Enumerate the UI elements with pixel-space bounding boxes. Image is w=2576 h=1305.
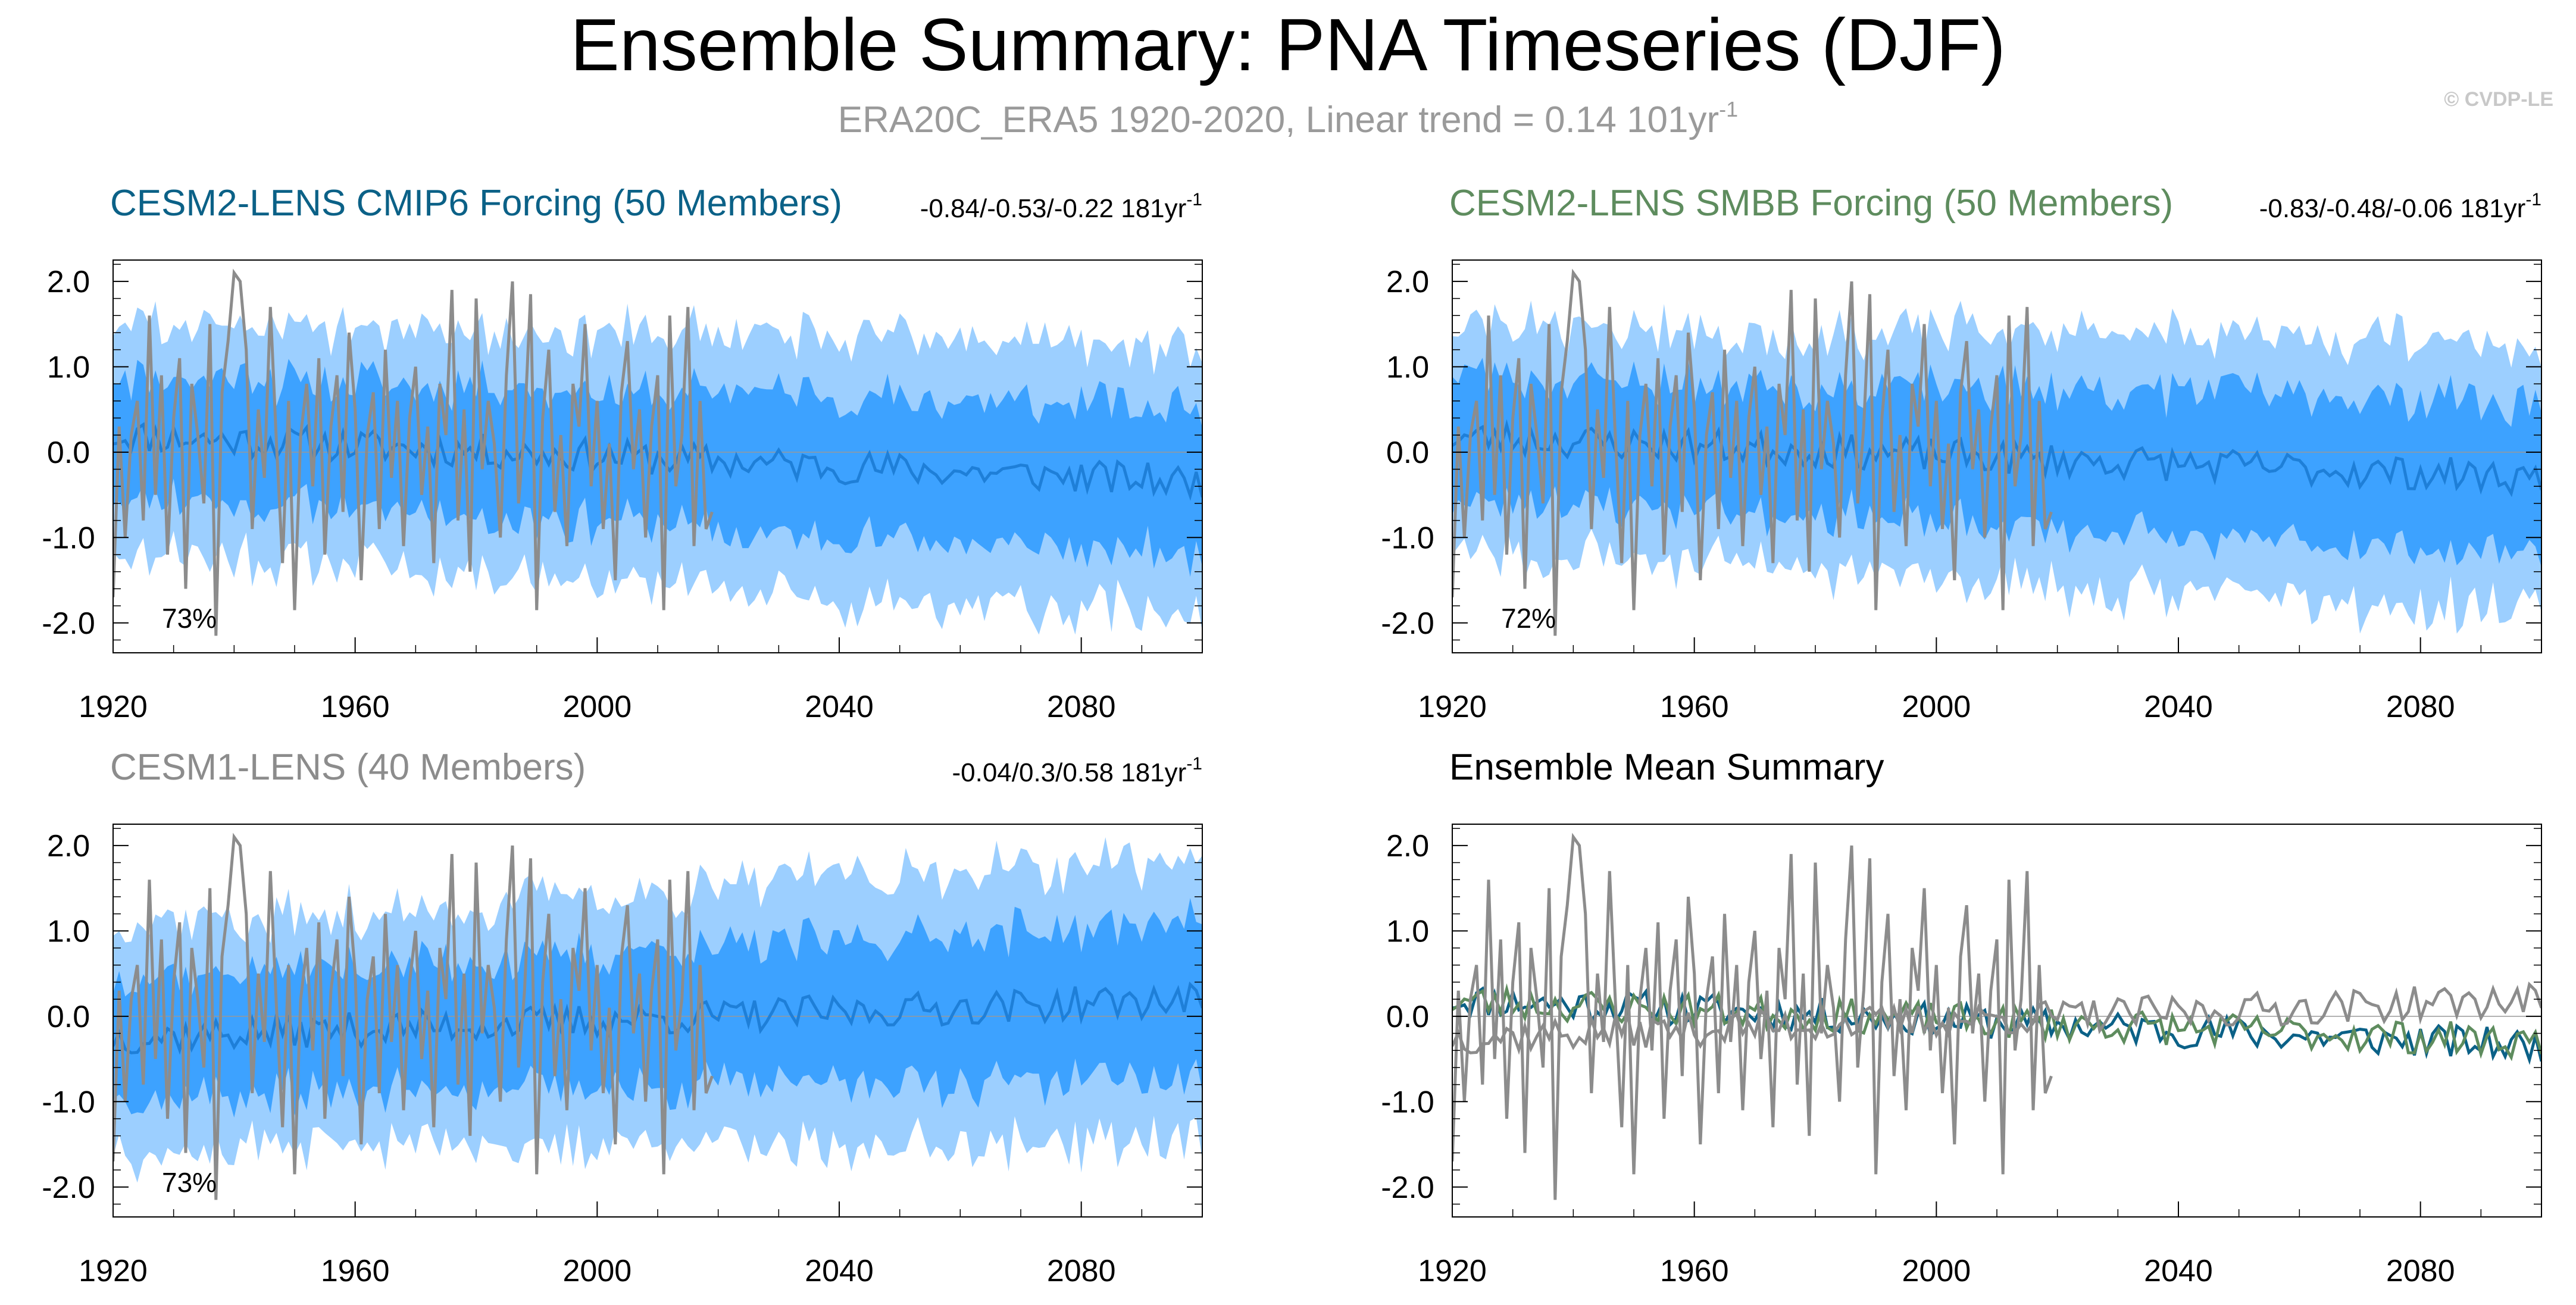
- y-tick-label: 0.0: [47, 436, 90, 470]
- x-tick-label: 2080: [2386, 690, 2455, 724]
- observations-line: [1452, 268, 2053, 636]
- y-tick-label: 2.0: [1386, 265, 1429, 299]
- panel-title: CESM1-LENS (40 Members): [110, 747, 586, 788]
- x-tick-label: 2080: [1047, 1254, 1116, 1288]
- y-tick-label: -2.0: [42, 606, 95, 641]
- chart-panel-top-right: CESM2-LENS SMBB Forcing (50 Members) -0.8…: [1381, 183, 2542, 724]
- y-tick-label: 0.0: [1386, 436, 1429, 470]
- panel-title: Ensemble Mean Summary: [1449, 747, 1884, 788]
- y-tick-label: 1.0: [47, 914, 90, 949]
- chart-panel-bottom-right: Ensemble Mean Summary 2.0 1.0 0.0 -1.0 -2.0 19…: [1381, 747, 2542, 1288]
- y-tick-label: -1.0: [42, 521, 95, 555]
- y-tick-label: 1.0: [1386, 350, 1429, 384]
- y-tick-label: 1.0: [1386, 914, 1429, 949]
- x-tick-label: 1920: [1418, 1254, 1487, 1288]
- percent-label: 72%: [1501, 603, 1556, 634]
- y-tick-label: -2.0: [1381, 1171, 1434, 1205]
- x-tick-label: 2040: [2144, 690, 2213, 724]
- y-tick-label: 2.0: [47, 265, 90, 299]
- figure-subtitle: ERA20C_ERA5 1920-2020, Linear trend = 0.…: [838, 97, 1738, 140]
- plot-area: [113, 268, 1202, 636]
- x-tick-label: 1960: [1660, 690, 1729, 724]
- x-tick-label: 2000: [562, 1254, 632, 1288]
- observations-line: [113, 268, 714, 636]
- subtitle-text: ERA20C_ERA5 1920-2020, Linear trend = 0.…: [838, 99, 1719, 140]
- y-tick-label: -1.0: [1381, 521, 1434, 555]
- y-tick-label: 2.0: [1386, 829, 1429, 863]
- inner-range-band: [1452, 358, 2541, 568]
- inner-range-band: [113, 898, 1202, 1118]
- series-line-cesm2-lens-smbb-ens-mean: [1452, 983, 2541, 1062]
- x-tick-label: 1960: [321, 690, 390, 724]
- trend-value: -0.04/0.3/0.58 181yr: [952, 758, 1186, 787]
- panel-trend-text: -0.84/-0.53/-0.22 181yr-1: [920, 190, 1202, 223]
- percent-label: 73%: [162, 1167, 217, 1198]
- cvdp-credit: © CVDP-LE: [2444, 88, 2553, 111]
- plot-area: [1452, 268, 2541, 636]
- inner-range-band: [113, 359, 1202, 577]
- chart-panel-top-left: CESM2-LENS CMIP6 Forcing (50 Members) -0.…: [42, 183, 1203, 724]
- y-tick-label: 0.0: [47, 1000, 90, 1034]
- y-tick-label: 0.0: [1386, 1000, 1429, 1034]
- x-tick-label: 2040: [805, 1254, 874, 1288]
- series-line-cesm1-lens-ens-mean: [1452, 981, 2541, 1055]
- panel-title: CESM2-LENS SMBB Forcing (50 Members): [1449, 183, 2173, 224]
- y-tick-label: 1.0: [47, 350, 90, 384]
- x-tick-label: 2080: [2386, 1254, 2455, 1288]
- x-tick-label: 1920: [79, 690, 148, 724]
- trend-exponent: -1: [2525, 190, 2541, 209]
- x-tick-label: 1960: [1660, 1254, 1729, 1288]
- x-tick-label: 2000: [562, 690, 632, 724]
- x-tick-label: 1920: [1418, 690, 1487, 724]
- x-tick-label: 1920: [79, 1254, 148, 1288]
- ensemble-mean-line: [1452, 419, 2541, 497]
- panel-trend-text: -0.83/-0.48/-0.06 181yr-1: [2259, 190, 2541, 223]
- chart-panel-bottom-left: CESM1-LENS (40 Members) -0.04/0.3/0.58 18…: [42, 747, 1203, 1288]
- y-tick-label: 2.0: [47, 829, 90, 863]
- x-tick-label: 2000: [1902, 690, 1971, 724]
- trend-exponent: -1: [1186, 754, 1202, 774]
- observations-line: [113, 833, 714, 1200]
- plot-area: [113, 833, 1202, 1200]
- panel-trend-text: -0.04/0.3/0.58 181yr-1: [952, 754, 1202, 787]
- figure-title: Ensemble Summary: PNA Timeseries (DJF): [570, 4, 2006, 86]
- ensemble-mean-line: [113, 422, 1202, 501]
- observations-line: [1452, 833, 2053, 1200]
- percent-label: 73%: [162, 603, 217, 634]
- panels-group: CESM2-LENS CMIP6 Forcing (50 Members) -0.…: [42, 183, 2542, 1288]
- y-tick-label: -2.0: [42, 1171, 95, 1205]
- plot-area: [1452, 833, 2541, 1200]
- trend-value: -0.84/-0.53/-0.22 181yr: [920, 194, 1187, 223]
- panel-title: CESM2-LENS CMIP6 Forcing (50 Members): [110, 183, 842, 224]
- x-tick-label: 1960: [321, 1254, 390, 1288]
- x-tick-label: 2040: [2144, 1254, 2213, 1288]
- trend-exponent: -1: [1186, 190, 1202, 209]
- y-tick-label: -2.0: [1381, 606, 1434, 641]
- x-tick-label: 2040: [805, 690, 874, 724]
- y-tick-label: -1.0: [42, 1085, 95, 1119]
- y-tick-label: -1.0: [1381, 1085, 1434, 1119]
- subtitle-exponent: -1: [1719, 97, 1738, 121]
- trend-value: -0.83/-0.48/-0.06 181yr: [2259, 194, 2526, 223]
- x-tick-label: 2000: [1902, 1254, 1971, 1288]
- x-tick-label: 2080: [1047, 690, 1116, 724]
- ensemble-mean-line: [113, 981, 1202, 1055]
